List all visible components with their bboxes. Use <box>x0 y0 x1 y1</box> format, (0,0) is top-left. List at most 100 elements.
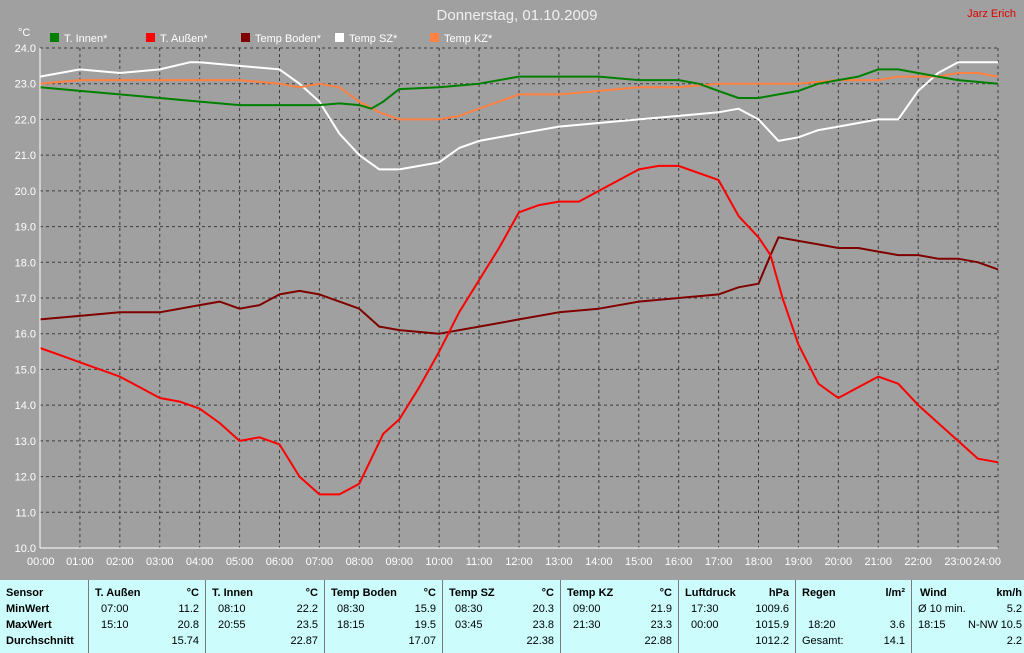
statistics-table: Sensor MinWert MaxWert Durchschnitt T. A… <box>0 580 1024 653</box>
y-tick-label: 10.0 <box>15 543 36 555</box>
legend-swatch <box>241 33 250 42</box>
temperature-chart: Donnerstag, 01.10.2009 Jarz Erich °C T. … <box>15 7 1016 568</box>
x-tick-label: 15:00 <box>625 556 653 568</box>
y-tick-label: 19.0 <box>15 222 36 234</box>
legend-swatch <box>50 33 59 42</box>
x-tick-label: 14:00 <box>585 556 613 568</box>
x-tick-label: 17:00 <box>705 556 733 568</box>
series-lines <box>39 61 999 496</box>
x-tick-label: 20:00 <box>825 556 853 568</box>
stats-max-value: 3.6 <box>889 619 905 631</box>
stats-column-unit: °C <box>541 587 554 599</box>
stats-column-wind: Wind km/h Ø 10 min. 5.2 18:15 N-NW 10.5 … <box>912 580 1024 653</box>
x-tick-label: 08:00 <box>346 556 374 568</box>
y-tick-label: 22.0 <box>15 114 36 126</box>
stats-min-time: 09:00 <box>573 603 601 615</box>
x-tick-label: 07:00 <box>306 556 334 568</box>
stats-avg-value: 22.87 <box>290 635 318 647</box>
stats-max-value: 10.5 <box>1000 619 1022 631</box>
legend-label: T. Innen* <box>64 33 108 45</box>
stats-max-time: 21:30 <box>573 619 601 631</box>
stats-max-label: MaxWert <box>6 619 52 631</box>
x-tick-label: 21:00 <box>864 556 892 568</box>
stats-column-unit: °C <box>423 587 436 599</box>
stats-column-1: T. Innen °C 08:10 22.2 20:55 23.5 22.87 <box>206 580 325 653</box>
stats-max-time: 20:55 <box>218 619 246 631</box>
x-tick-label: 24:00 <box>973 556 1001 568</box>
x-tick-label: 09:00 <box>385 556 413 568</box>
stats-avg-value: 2.2 <box>1006 635 1022 647</box>
y-tick-label: 23.0 <box>15 79 36 91</box>
stats-max-value: 23.8 <box>532 619 554 631</box>
stats-column-2: Temp Boden °C 08:30 15.9 18:15 19.5 17.07 <box>325 580 443 653</box>
x-tick-label: 06:00 <box>266 556 294 568</box>
legend-swatch <box>335 33 344 42</box>
x-tick-label: 16:00 <box>665 556 693 568</box>
chart-title: Donnerstag, 01.10.2009 <box>437 7 598 24</box>
stats-avg-value: 1012.2 <box>755 635 789 647</box>
stats-column-3: Temp SZ °C 08:30 20.3 03:45 23.8 22.38 <box>443 580 561 653</box>
x-tick-label: 05:00 <box>226 556 254 568</box>
stats-total-label: Gesamt: <box>802 635 844 647</box>
stats-min-value: 15.9 <box>414 603 436 615</box>
y-tick-label: 18.0 <box>15 257 36 269</box>
stats-min-time: 08:30 <box>455 603 483 615</box>
stats-min-time: 08:10 <box>218 603 246 615</box>
stats-min-time: 08:30 <box>337 603 365 615</box>
stats-max-value: 19.5 <box>414 619 436 631</box>
y-axis-label: °C <box>18 27 30 39</box>
stats-column-unit: °C <box>659 587 672 599</box>
stats-max-value: 23.3 <box>650 619 672 631</box>
stats-max-value: 20.8 <box>177 619 199 631</box>
y-tick-label: 15.0 <box>15 364 36 376</box>
stats-column-unit: °C <box>305 587 318 599</box>
y-tick-label: 17.0 <box>15 293 36 305</box>
stats-column-5: Luftdruck hPa 17:30 1009.6 00:00 1015.9 1012.2 <box>679 580 796 653</box>
y-tick-label: 16.0 <box>15 329 36 341</box>
legend-label: T. Außen* <box>160 33 208 45</box>
stats-sensor-column: Sensor MinWert MaxWert Durchschnitt <box>0 580 89 653</box>
legend: T. Innen* T. Außen* Temp Boden* Temp SZ* Tem… <box>50 33 493 45</box>
legend-label: Temp KZ* <box>444 33 493 45</box>
x-tick-labels: 00:00 01:00 02:00 03:00 04:00 05:00 06:00 07:00… <box>27 556 1001 568</box>
stats-column-unit: km/h <box>996 587 1022 599</box>
y-tick-label: 12.0 <box>15 472 36 484</box>
author-label: Jarz Erich <box>967 8 1016 20</box>
stats-column-name: T. Innen <box>212 587 253 599</box>
x-tick-label: 04:00 <box>186 556 214 568</box>
y-tick-label: 14.0 <box>15 400 36 412</box>
stats-wind-direction: N-NW <box>968 619 998 631</box>
stats-column-regen: Regen l/m² 18:20 3.6 Gesamt: 14.1 <box>796 580 912 653</box>
x-tick-label: 01:00 <box>66 556 94 568</box>
y-tick-label: 11.0 <box>15 507 36 519</box>
x-tick-label: 11:00 <box>466 556 493 568</box>
stats-min-time: 17:30 <box>691 603 719 615</box>
stats-min-value: 5.2 <box>1006 603 1022 615</box>
stats-min-value: 21.9 <box>650 603 672 615</box>
stats-min-value: 20.3 <box>532 603 554 615</box>
stats-avg-value: 14.1 <box>883 635 905 647</box>
stats-wind-min-label: Ø 10 min. <box>918 603 966 615</box>
series-line-0 <box>39 68 999 110</box>
x-tick-label: 03:00 <box>146 556 174 568</box>
series-line-3 <box>39 61 998 171</box>
stats-column-name: Temp KZ <box>567 587 614 599</box>
stats-column-4: Temp KZ °C 09:00 21.9 21:30 23.3 22.88 <box>561 580 679 653</box>
stats-column-name: Wind <box>920 587 947 599</box>
stats-max-value: 23.5 <box>296 619 318 631</box>
stats-min-value: 1009.6 <box>755 603 789 615</box>
x-tick-label: 10:00 <box>425 556 453 568</box>
series-line-1 <box>39 164 999 496</box>
y-tick-label: 13.0 <box>15 436 36 448</box>
stats-min-label: MinWert <box>6 603 50 615</box>
stats-min-time: 07:00 <box>101 603 129 615</box>
series-line-2 <box>39 236 999 335</box>
x-tick-label: 22:00 <box>904 556 932 568</box>
stats-avg-label: Durchschnitt <box>6 635 74 647</box>
stats-avg-value: 22.38 <box>526 635 554 647</box>
y-tick-label: 20.0 <box>15 186 36 198</box>
stats-column-name: Luftdruck <box>685 587 736 599</box>
legend-swatch <box>430 33 439 42</box>
y-tick-label: 24.0 <box>15 43 36 55</box>
stats-sensor-header: Sensor <box>6 587 44 599</box>
